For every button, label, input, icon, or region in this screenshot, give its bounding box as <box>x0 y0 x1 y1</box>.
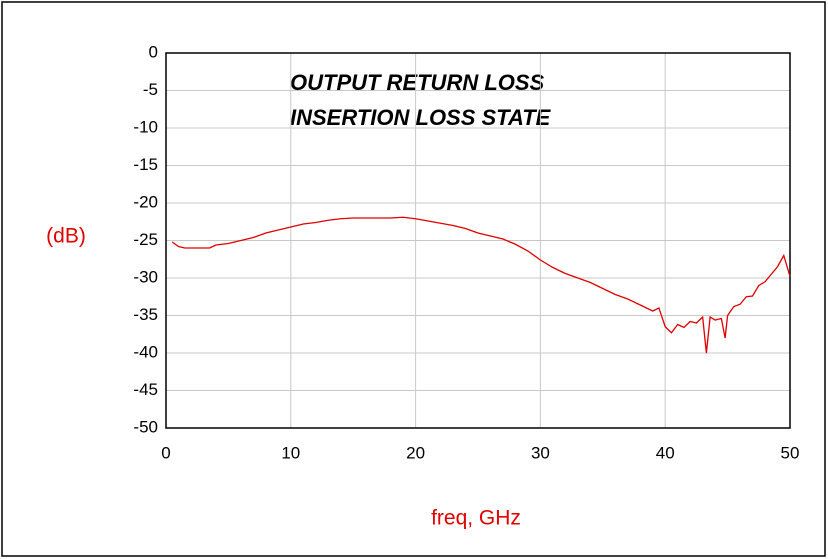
x-axis-label: freq, GHz <box>431 507 521 530</box>
y-tick-label: -35 <box>133 305 158 324</box>
y-tick-label: -25 <box>133 230 158 249</box>
y-tick-label: -15 <box>133 155 158 174</box>
plot-border <box>165 52 791 429</box>
y-tick-label: -50 <box>133 417 158 436</box>
y-tick-label: -30 <box>133 267 158 286</box>
y-tick-label: -45 <box>133 380 158 399</box>
y-tick-label: -20 <box>133 192 158 211</box>
chart-title: OUTPUT RETURN LOSS <box>290 70 545 95</box>
y-tick-label: -40 <box>133 342 158 361</box>
x-tick-label: 40 <box>656 443 675 462</box>
y-axis-label: (dB) <box>46 225 86 248</box>
x-tick-label: 0 <box>161 443 170 462</box>
y-tick-label: -10 <box>133 117 158 136</box>
x-tick-label: 10 <box>281 443 300 462</box>
y-tick-label: 0 <box>149 42 158 61</box>
chart-title: INSERTION LOSS STATE <box>290 105 552 130</box>
x-tick-label: 20 <box>406 443 425 462</box>
y-tick-label: -5 <box>143 80 158 99</box>
x-tick-label: 50 <box>781 443 800 462</box>
x-tick-label: 30 <box>531 443 550 462</box>
data-line <box>171 216 791 354</box>
